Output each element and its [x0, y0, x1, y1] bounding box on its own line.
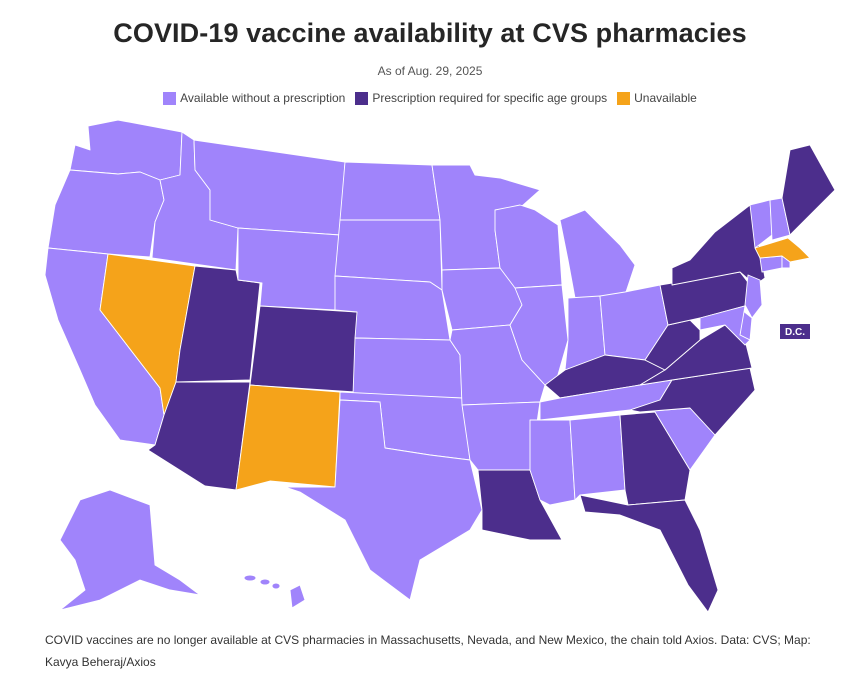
state-mt	[193, 139, 346, 236]
state-hi-island-1	[243, 574, 257, 582]
state-tx	[284, 399, 483, 601]
legend-item-prescription: Prescription required for specific age g…	[355, 91, 607, 105]
legend-item-available: Available without a prescription	[163, 91, 345, 105]
state-nj	[744, 274, 763, 319]
dc-label: D.C.	[785, 327, 805, 338]
state-or	[47, 169, 165, 258]
dc-label-box	[780, 324, 810, 339]
state-md	[699, 305, 751, 346]
state-ct	[759, 255, 783, 273]
state-hi-island-2	[259, 578, 271, 586]
state-hi	[289, 584, 306, 609]
state-hi-island-3	[271, 582, 281, 590]
legend-label-prescription: Prescription required for specific age g…	[372, 91, 608, 105]
state-me	[781, 144, 836, 236]
legend: Available without a prescription Prescri…	[0, 91, 860, 105]
state-ks	[352, 337, 463, 399]
us-state-map: D.C.	[44, 119, 836, 613]
state-mi	[559, 209, 636, 299]
legend-swatch-available	[163, 91, 177, 105]
state-nc	[629, 367, 756, 436]
state-nd	[339, 161, 441, 221]
state-fl	[579, 494, 719, 613]
state-ak	[59, 489, 201, 611]
state-al	[569, 414, 626, 501]
map-title: COVID-19 vaccine availability at CVS pha…	[113, 18, 747, 48]
map-subtitle: As of Aug. 29, 2025	[377, 64, 483, 78]
footer-note: COVID vaccines are no longer available a…	[45, 633, 811, 669]
state-ut	[175, 265, 261, 383]
state-co	[249, 305, 358, 393]
legend-swatch-unavailable	[617, 91, 631, 105]
state-nm	[235, 384, 341, 491]
legend-item-unavailable: Unavailable	[617, 91, 697, 105]
legend-swatch-prescription	[355, 91, 369, 105]
state-ar	[461, 401, 541, 471]
state-ma	[754, 237, 811, 263]
legend-label-available: Available without a prescription	[180, 91, 346, 105]
legend-label-unavailable: Unavailable	[634, 91, 697, 105]
